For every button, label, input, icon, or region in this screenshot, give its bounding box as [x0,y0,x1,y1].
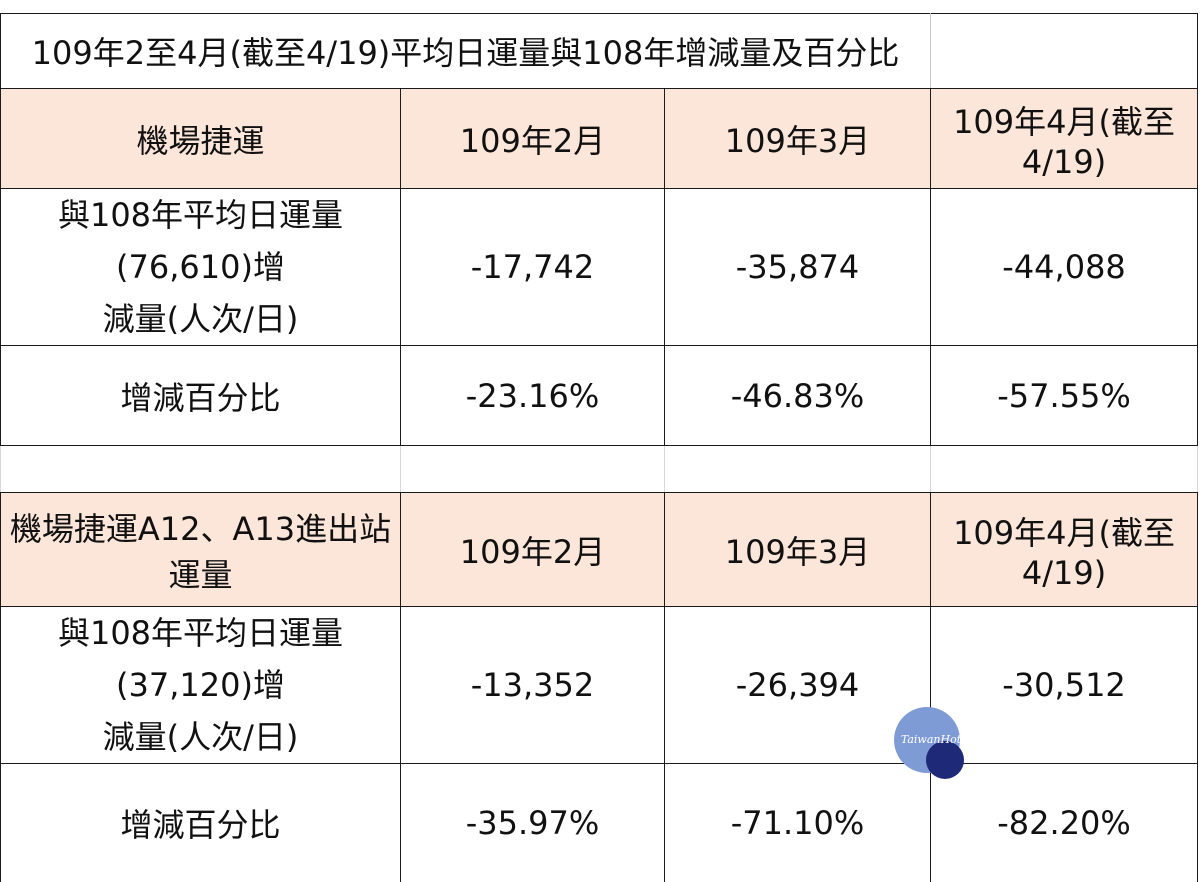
section1-change-label: 與108年平均日運量(76,610)增 減量(人次/日) [0,188,401,346]
spacer-cell [930,445,1199,493]
section2-change-mar: -26,394 [663,606,932,764]
section2-percent-mar: -71.10% [663,763,932,882]
section2-percent-label: 增減百分比 [0,763,401,882]
watermark-text: TaiwanHot [900,733,962,746]
section1-change-mar: -35,874 [663,188,932,346]
section1-change-feb: -17,742 [400,188,665,346]
section2-percent-row: 增減百分比 -35.97% -71.10% -82.20% [0,763,1199,882]
section1-change-apr: -44,088 [930,188,1199,346]
section1-change-label-line1: 與108年平均日運量(76,610)增 [57,196,344,286]
section1-percent-label: 增減百分比 [0,345,401,446]
section2-change-apr: -30,512 [930,606,1199,764]
blank-cell [930,13,1199,89]
section2-change-feb: -13,352 [400,606,665,764]
section2-percent-apr: -82.20% [930,763,1199,882]
section1-percent-feb: -23.16% [400,345,665,446]
section2-change-label-line2: 減量(人次/日) [102,718,299,756]
ridership-table: 109年2至4月(截至4/19)平均日運量與108年增減量及百分比 機場捷運 1… [0,13,1199,882]
spacer-cell [400,445,665,493]
section1-percent-mar: -46.83% [663,345,932,446]
section2-percent-feb: -35.97% [400,763,665,882]
spacer-cell [0,445,401,493]
section1-percent-apr: -57.55% [930,345,1199,446]
section1-header-feb: 109年2月 [400,88,665,189]
section2-change-label: 與108年平均日運量(37,120)增 減量(人次/日) [0,606,401,764]
section1-change-row: 與108年平均日運量(76,610)增 減量(人次/日) -17,742 -35… [0,188,1199,346]
spacer-row [0,445,1199,493]
spacer-cell [663,445,932,493]
watermark-circle-dark [926,741,964,779]
section1-header-mar: 109年3月 [663,88,932,189]
page: 109年2至4月(截至4/19)平均日運量與108年增減量及百分比 機場捷運 1… [0,13,1199,882]
section1-percent-row: 增減百分比 -23.16% -46.83% -57.55% [0,345,1199,446]
section1-change-label-line2: 減量(人次/日) [102,300,299,338]
section2-change-label-line1: 與108年平均日運量(37,120)增 [57,614,344,704]
section2-header-row: 機場捷運A12、A13進出站運量 109年2月 109年3月 109年4月(截至… [0,492,1199,607]
section2-header-feb: 109年2月 [400,492,665,607]
title-row: 109年2至4月(截至4/19)平均日運量與108年增減量及百分比 [0,13,1199,89]
watermark-logo [894,707,964,779]
section2-header-mar: 109年3月 [663,492,932,607]
section1-header-name: 機場捷運 [0,88,401,189]
section1-header-row: 機場捷運 109年2月 109年3月 109年4月(截至4/19) [0,88,1199,189]
section2-header-name: 機場捷運A12、A13進出站運量 [0,492,401,607]
section2-change-row: 與108年平均日運量(37,120)增 減量(人次/日) -13,352 -26… [0,606,1199,764]
section2-header-apr: 109年4月(截至4/19) [930,492,1199,607]
table-title: 109年2至4月(截至4/19)平均日運量與108年增減量及百分比 [0,13,932,89]
section1-header-apr: 109年4月(截至4/19) [930,88,1199,189]
